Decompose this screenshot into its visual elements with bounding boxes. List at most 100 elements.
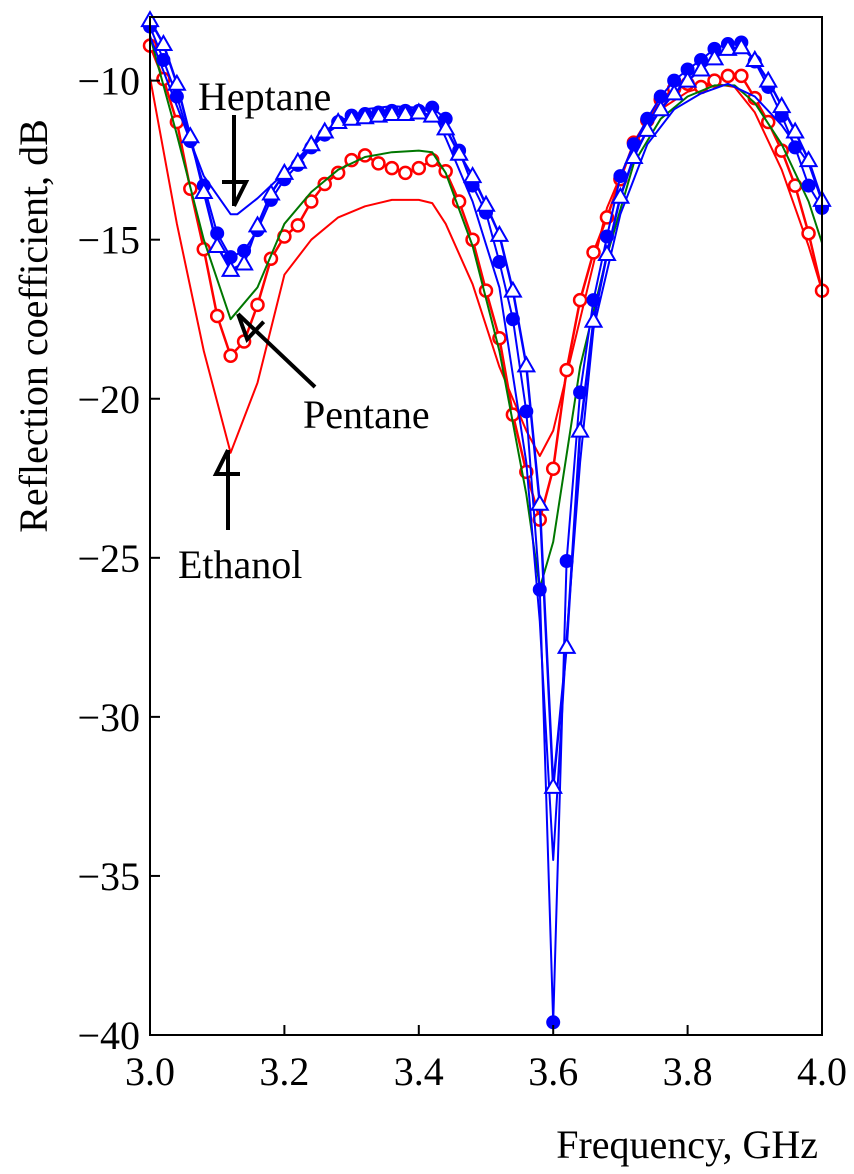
series-line [148,19,824,789]
data-point [771,96,792,114]
data-point [330,165,346,181]
data-point [301,134,322,152]
data-point [545,461,561,476]
axis-ticks: 3.0 3.2 3.4 3.6 3.8 4.0 −10 −15 −20 −25 −30 −35 −40 [77,59,847,1094]
x-axis-title: Frequency, GHz [556,1122,818,1167]
data-point [720,68,736,84]
data-point [718,38,738,56]
data-point [341,108,362,126]
data-point [734,68,749,84]
y-tick-label: −20 [77,377,140,422]
data-point [707,73,722,88]
data-point [409,102,429,120]
data-point [505,312,520,327]
annotations: Heptane Pentane Ethanol [178,74,430,587]
y-tick-label: −40 [77,1013,140,1058]
data-point [220,259,241,277]
y-tick-label: −15 [77,218,140,263]
y-tick-label: −25 [77,536,140,581]
data-point [785,121,805,139]
data-point [801,178,816,193]
data-point [167,73,187,91]
data-point [234,253,254,271]
x-tick-label: 3.4 [394,1049,444,1094]
arrow-head [222,180,250,207]
data-point [355,107,375,125]
data-point [462,166,483,184]
x-tick-label: 4.0 [797,1049,847,1094]
data-point [317,176,332,192]
data-point [449,143,469,161]
data-point [516,355,537,373]
data-point [758,70,778,88]
annotation-arrow [236,312,317,389]
data-point [650,99,671,117]
data-point [368,105,389,123]
data-point [731,37,752,55]
annotation-label: Heptane [198,74,331,119]
series-layer [140,10,832,1030]
annotation-ethanol: Ethanol [178,449,302,587]
plot-frame [149,16,823,1036]
data-point [395,104,416,122]
series-4 [143,19,829,1030]
data-point [624,146,644,164]
annotation-heptane: Heptane [198,74,331,207]
data-point [247,215,268,233]
data-point [476,194,496,212]
data-point [223,348,238,364]
data-point [530,493,550,511]
data-point [288,151,308,169]
data-point [583,310,604,328]
data-point [677,70,698,88]
data-point [664,83,684,101]
annotation-label: Ethanol [178,542,302,587]
arrow-head [236,313,266,343]
y-tick-label: −35 [77,854,140,899]
x-tick-label: 3.2 [259,1049,309,1094]
data-point [597,243,617,262]
data-point [250,297,265,313]
data-point [556,636,577,654]
series-line [149,26,823,1024]
data-point [180,126,201,144]
data-point [610,186,631,204]
y-tick-label: −10 [77,59,140,104]
x-tick-label: 3.0 [125,1049,175,1094]
data-point [371,156,386,171]
data-point [637,119,658,137]
x-tick-label: 3.6 [528,1049,578,1094]
data-point [304,194,319,209]
data-point [798,150,819,168]
data-point [411,160,427,176]
series-5 [140,10,832,794]
data-point [328,111,348,129]
series-3 [149,35,823,861]
data-point [543,776,563,794]
arrow-head [212,449,240,476]
data-point [422,105,442,123]
data-point [207,236,227,254]
data-point [398,165,413,181]
data-point [691,59,711,77]
x-tick-label: 3.8 [663,1049,713,1094]
data-point [290,218,306,233]
data-point [261,183,281,201]
annotation-label: Pentane [303,392,430,437]
data-point [274,162,295,180]
data-point [382,104,402,122]
annotation-pentane: Pentane [236,312,430,437]
y-axis-title: Reflection coefficient, dB [11,119,56,533]
data-point [559,362,574,378]
data-point [801,226,816,241]
data-point [745,49,765,67]
data-point [503,280,523,298]
series-line [149,35,823,861]
data-point [572,292,588,308]
data-point [704,48,725,66]
data-point [384,160,400,176]
data-point [586,245,601,260]
y-tick-label: −30 [77,695,140,740]
data-point [209,308,225,324]
